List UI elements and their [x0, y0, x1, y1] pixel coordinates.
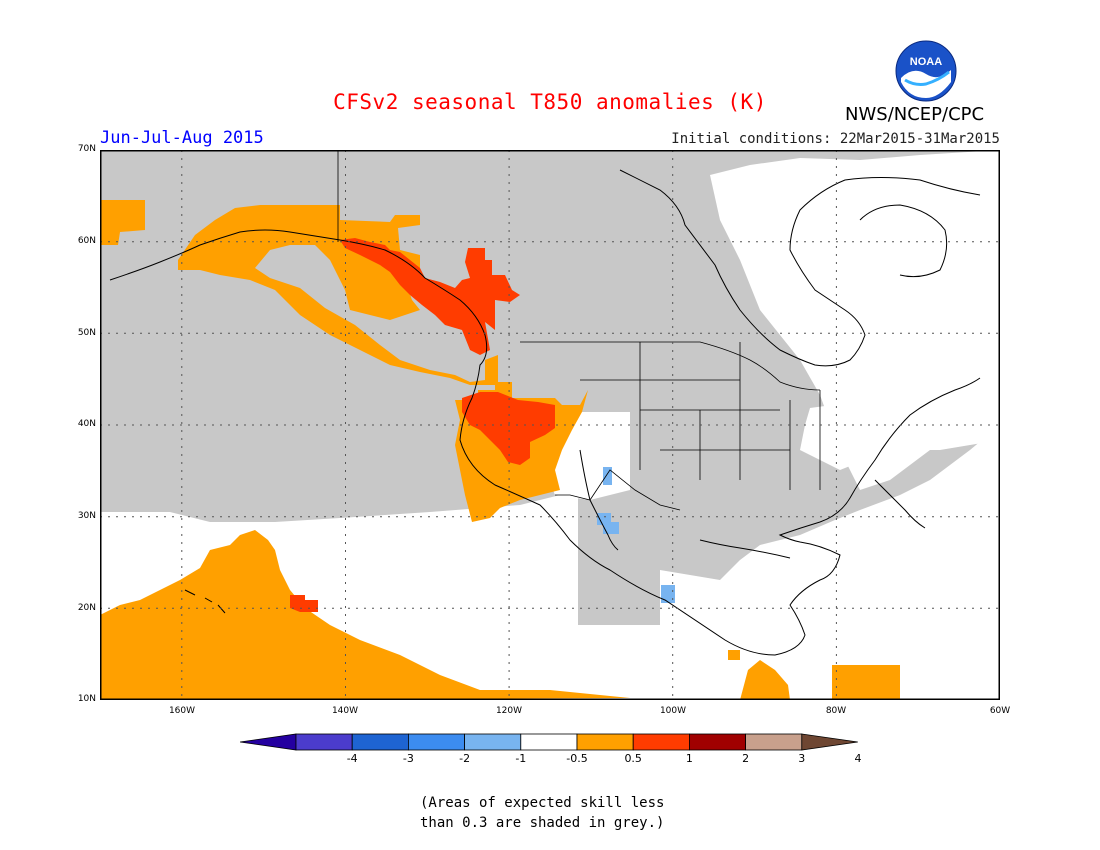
- map-frame: [100, 150, 1000, 700]
- lat-label-30n: 30N: [77, 511, 96, 521]
- legend-swatch: [520, 733, 578, 751]
- legend-swatch: [688, 733, 746, 751]
- lon-label-60w: 60W: [989, 706, 1011, 716]
- legend-tick-label: 4: [854, 752, 862, 765]
- noaa-logo-icon: NOAA: [895, 40, 957, 102]
- political-borders: [337, 150, 821, 511]
- season-label: Jun-Jul-Aug 2015: [100, 128, 264, 148]
- legend-tick-label: 0.5: [624, 752, 642, 765]
- lat-label-70n: 70N: [77, 144, 96, 154]
- legend-tick-label: -0.5: [566, 752, 588, 765]
- legend-swatch: [407, 733, 465, 751]
- legend-tick-label: 3: [798, 752, 806, 765]
- legend-swatch: [745, 733, 803, 751]
- lon-label-100w: 100W: [659, 706, 687, 716]
- legend-arrow-high: [801, 733, 858, 751]
- hot-anomaly-areas: [290, 238, 555, 612]
- cool-anomaly-areas: [597, 467, 675, 603]
- legend-tick-label: -4: [346, 752, 358, 765]
- logo-text: NOAA: [910, 56, 942, 68]
- legend-swatch: [576, 733, 634, 751]
- color-legend: [240, 733, 858, 751]
- lat-label-60n: 60N: [77, 236, 96, 246]
- lon-label-120w: 120W: [495, 706, 523, 716]
- lon-label-80w: 80W: [825, 706, 847, 716]
- lon-label-160w: 160W: [168, 706, 196, 716]
- lon-label-140w: 140W: [331, 706, 359, 716]
- agency-label: NWS/NCEP/CPC: [845, 104, 985, 125]
- initial-conditions-label: Initial conditions: 22Mar2015-31Mar2015: [671, 131, 1000, 147]
- legend-tick-label: -2: [459, 752, 471, 765]
- lat-label-20n: 20N: [77, 603, 96, 613]
- lat-lon-grid: [100, 150, 1000, 700]
- lat-label-10n: 10N: [77, 694, 96, 704]
- lat-label-40n: 40N: [77, 419, 96, 429]
- legend-tick-label: 2: [742, 752, 750, 765]
- legend-swatch: [464, 733, 522, 751]
- lat-label-50n: 50N: [77, 328, 96, 338]
- legend-tick-label: 1: [685, 752, 693, 765]
- anomaly-map: [100, 150, 1000, 700]
- legend-swatch: [632, 733, 690, 751]
- skill-note: (Areas of expected skill less than 0.3 a…: [0, 793, 1100, 833]
- legend-tick-label: -3: [402, 752, 414, 765]
- skill-note-line-2: than 0.3 are shaded in grey.): [420, 815, 665, 831]
- legend-arrow-low: [240, 733, 297, 751]
- coastlines: [109, 169, 981, 656]
- page-title: CFSv2 seasonal T850 anomalies (K): [333, 90, 767, 114]
- legend-swatch: [295, 733, 353, 751]
- legend-tick-label: -1: [515, 752, 527, 765]
- skill-note-line-1: (Areas of expected skill less: [420, 795, 665, 811]
- legend-swatch: [351, 733, 409, 751]
